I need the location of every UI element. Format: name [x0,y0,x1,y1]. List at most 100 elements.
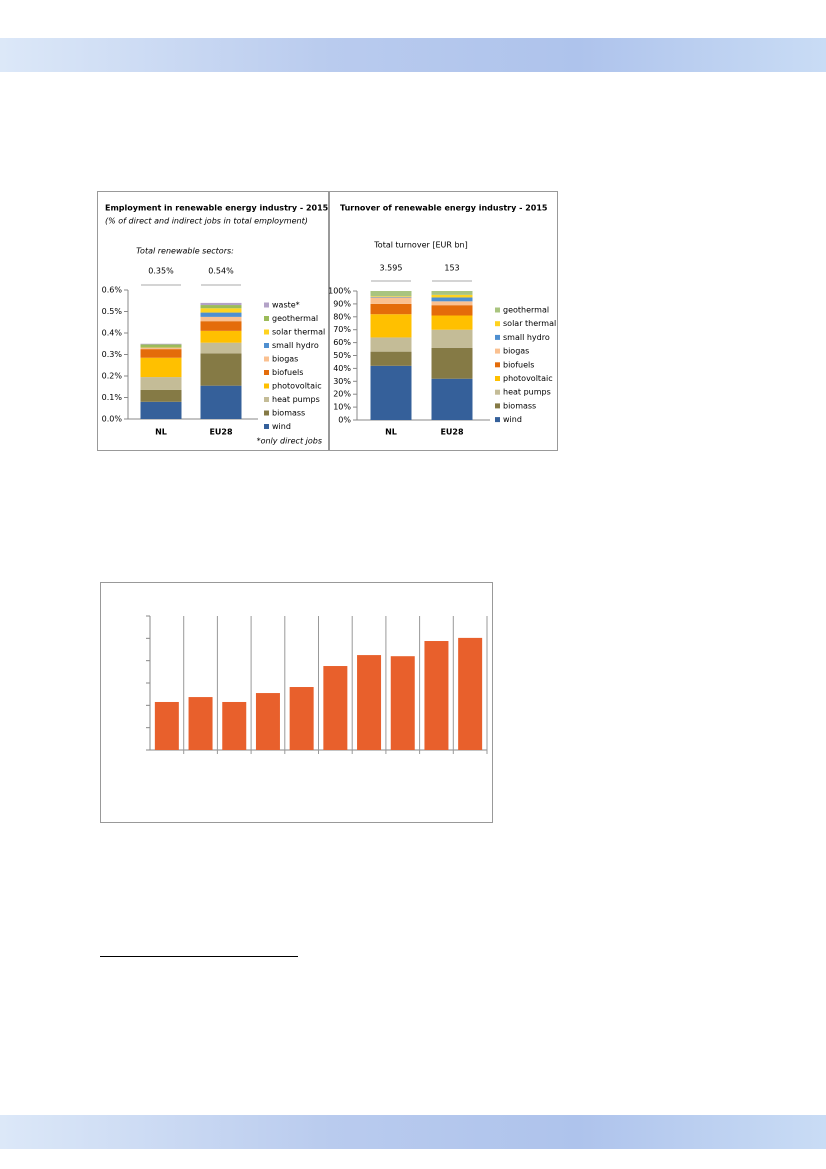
y-tick-label: 40% [333,364,351,373]
legend-label: biofuels [272,368,303,377]
legend-label: biogas [503,347,529,356]
bar-segment [140,343,182,345]
bar-segment [140,357,182,378]
total-label: 0.54% [208,267,234,276]
legend-label: small hydro [503,333,550,342]
legend-label: wind [503,415,522,424]
legend-swatch [264,397,269,402]
bar-segment [140,349,182,358]
y-tick-label: 0.1% [102,393,123,402]
legend-label: heat pumps [503,388,551,397]
y-tick-label: 50% [333,351,351,360]
legend-label: small hydro [272,341,319,350]
bar-segment [370,337,412,352]
bar-segment [370,303,412,315]
bar-segment [431,347,473,379]
bar-segment [140,401,182,419]
legend-swatch [495,321,500,327]
footnote-rule [100,956,298,957]
bar-segment [200,312,242,317]
legend-label: geothermal [272,314,318,323]
x-tick-label: NL [385,428,397,437]
bar-segment [431,294,473,298]
y-tick-label: 90% [333,299,351,308]
bar-segment [370,296,412,298]
x-tick-label: EU28 [209,428,233,437]
legend-label: photovoltaic [503,374,553,383]
footnote: *only direct jobs [257,437,322,446]
legend-swatch [264,343,269,348]
bar [289,687,314,750]
legend-swatch [495,362,500,368]
y-tick-label: 0.4% [102,329,123,338]
bar-segment [370,365,412,420]
legend-swatch [264,302,269,308]
legend-swatch [264,316,269,321]
bar [255,693,280,750]
bar-segment [140,346,182,348]
y-tick-label: 0% [338,416,351,425]
legend-label: wind [272,422,291,431]
total-label: 3.595 [380,264,403,273]
header-band [0,38,826,72]
bar-segment [431,378,473,420]
bar [357,655,382,750]
y-tick-label: 0.6% [102,286,123,295]
bar-segment [200,342,242,354]
legend-label: biogas [272,355,298,364]
legend-swatch [495,376,500,381]
bar-segment [370,291,412,297]
y-tick-label: 0.2% [102,372,123,381]
bar-segment [431,329,473,348]
bar-segment [200,316,242,322]
legend-label: biofuels [503,360,534,369]
legend-label: geothermal [503,306,549,315]
legend-swatch [495,417,500,423]
bar-segment [140,348,182,350]
bar-segment [431,305,473,316]
bar [424,641,449,750]
legend-label: photovoltaic [272,382,322,391]
bar-segment [200,308,242,313]
y-tick-label: 0.0% [102,415,123,424]
legend-swatch [264,383,269,389]
bar [222,701,247,750]
legend-swatch [495,307,500,313]
legend-swatch [495,389,500,395]
y-tick-label: 30% [333,377,351,386]
chart-title: Employment in renewable energy industry … [105,204,329,213]
bar-segment [140,377,182,390]
y-tick-label: 10% [333,403,351,412]
total-label: 153 [444,264,459,273]
bar-segment [200,302,242,306]
legend-label: solar thermal [503,319,556,328]
chart-title: Turnover of renewable energy industry - … [340,204,548,213]
legend-label: solar thermal [272,328,325,337]
bar-segment [200,305,242,309]
bar-segment [370,297,412,304]
bar-segment [370,296,412,297]
bar-segment [431,301,473,306]
y-tick-label: 0.3% [102,350,123,359]
x-tick-label: EU28 [440,428,464,437]
y-tick-label: 70% [333,325,351,334]
legend-label: biomass [272,409,305,418]
bar-segment [200,321,242,331]
bar-segment [200,385,242,419]
bar [390,656,415,750]
y-tick-label: 60% [333,338,351,347]
bar [154,701,179,750]
y-tick-label: 100% [328,287,351,296]
y-tick-label: 80% [333,312,351,321]
bar [458,637,483,750]
legend-swatch [264,329,269,335]
y-tick-label: 0.5% [102,307,123,316]
footer-band [0,1115,826,1149]
legend-swatch [495,348,500,354]
legend-swatch [264,410,269,416]
chart-subtitle: (% of direct and indirect jobs in total … [105,217,308,226]
x-tick-label: NL [155,428,167,437]
bar-segment [431,297,473,302]
